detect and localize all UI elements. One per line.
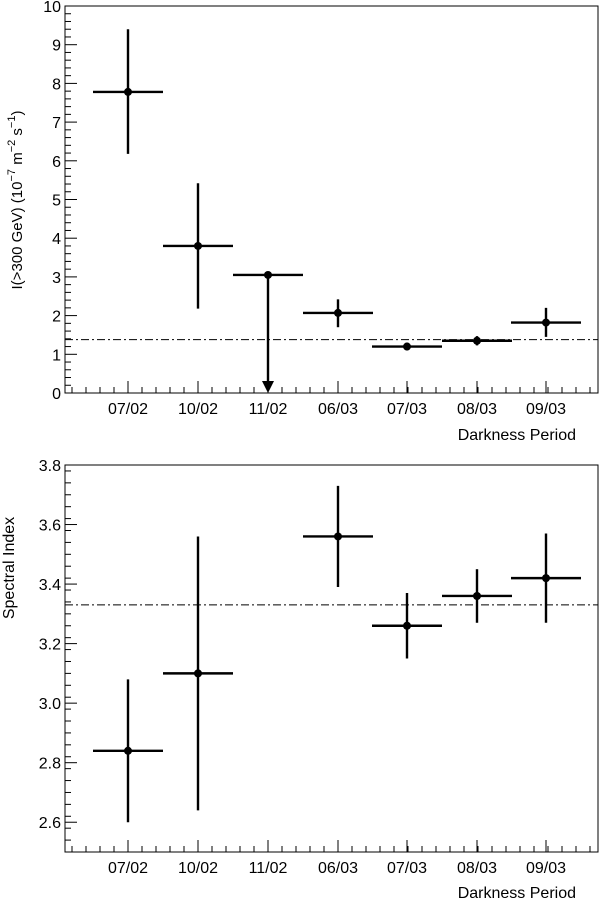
intensity-data-marks	[65, 29, 598, 393]
intensity-x-tick-label: 07/03	[387, 401, 427, 418]
intensity-y-tick-label: 5	[52, 193, 61, 210]
spectral-index-plot-frame	[64, 464, 599, 853]
intensity-y-tick-label: 1	[52, 347, 61, 364]
intensity-data-point	[334, 308, 342, 317]
intensity-data-point	[403, 342, 411, 351]
intensity-y-tick-label: 7	[52, 115, 61, 132]
intensity-x-tick-label: 11/02	[249, 401, 288, 418]
intensity-x-tick-label: 10/02	[178, 401, 218, 418]
intensity-y-axis-label-close: )	[9, 111, 26, 116]
spectral-index-y-axis-label: Spectral Index	[1, 517, 18, 619]
spectral-index-x-tick-label: 10/02	[178, 860, 218, 877]
spectral-index-y-tick-label: 3.8	[39, 458, 61, 475]
intensity-panel: 0 1 2 3 4 5 6 7 8 9 10 07/02 10/02 11/02 06/03 07/03 08…	[6, 0, 599, 444]
spectral-index-x-tick-label: 07/03	[387, 860, 427, 877]
spectral-index-data-point	[403, 621, 411, 630]
intensity-data-point	[542, 318, 550, 327]
intensity-y-tick-label: 0	[52, 386, 61, 403]
spectral-index-y-ticks: 2.6 2.8 3.0 3.2 3.4 3.6 3.8	[39, 458, 77, 853]
intensity-y-tick-label: 6	[52, 154, 61, 171]
spectral-index-x-ticks: 07/02 10/02 11/02 06/03 07/03 08/03 09/03	[71, 840, 591, 877]
spectral-index-x-tick-label: 07/02	[108, 860, 148, 877]
intensity-plot-frame	[64, 5, 599, 394]
spectral-index-y-tick-label: 3.0	[39, 696, 61, 713]
spectral-index-data-point	[542, 574, 550, 583]
intensity-x-tick-label: 06/03	[318, 401, 358, 418]
spectral-index-y-tick-label: 2.6	[39, 815, 61, 832]
intensity-y-axis-label-exp1: −7	[6, 169, 18, 182]
intensity-x-tick-label: 07/02	[108, 401, 148, 418]
spectral-index-y-tick-label: 3.2	[39, 637, 61, 654]
intensity-data-point	[264, 270, 272, 279]
spectral-index-x-tick-label: 08/03	[457, 860, 497, 877]
intensity-y-tick-label: 3	[52, 270, 61, 287]
spectral-index-data-point	[334, 532, 342, 541]
intensity-data-point	[124, 87, 132, 96]
intensity-data-point	[194, 241, 202, 250]
spectral-index-data-point	[124, 746, 132, 755]
intensity-y-tick-label: 4	[52, 231, 61, 248]
intensity-data-point	[473, 336, 481, 345]
spectral-index-y-tick-label: 2.8	[39, 756, 61, 773]
intensity-y-tick-label: 2	[52, 309, 61, 326]
spectral-index-y-tick-label: 3.6	[39, 518, 61, 535]
intensity-y-axis-label-unit1: m	[9, 152, 26, 169]
intensity-y-axis-label-main: I(>300 GeV) (10	[9, 182, 26, 290]
spectral-index-data-point	[473, 591, 481, 600]
spectral-index-x-axis-label: Darkness Period	[458, 885, 576, 900]
intensity-x-axis-label: Darkness Period	[458, 427, 576, 444]
spectral-index-data-point	[194, 669, 202, 678]
intensity-y-axis-label-exp2: −2	[6, 140, 18, 153]
spectral-index-data-marks	[65, 485, 598, 823]
spectral-index-y-tick-label: 3.4	[39, 577, 61, 594]
spectral-index-panel: 2.6 2.8 3.0 3.2 3.4 3.6 3.8 07/02 10/02 11/02 06/…	[1, 458, 599, 900]
intensity-x-tick-label: 08/03	[457, 401, 497, 418]
intensity-y-axis-label: I(>300 GeV) (10−7 m−2 s−1)	[6, 111, 26, 290]
spectral-index-x-tick-label: 09/03	[526, 860, 566, 877]
spectral-index-x-tick-label: 06/03	[318, 860, 358, 877]
intensity-y-tick-label: 9	[52, 38, 61, 55]
intensity-x-tick-label: 09/03	[526, 401, 566, 418]
intensity-upper-limit-arrow	[262, 381, 274, 393]
spectral-index-x-tick-label: 11/02	[249, 860, 288, 877]
intensity-y-tick-label: 10	[43, 0, 61, 16]
intensity-y-ticks: 0 1 2 3 4 5 6 7 8 9 10	[43, 0, 77, 403]
intensity-x-ticks: 07/02 10/02 11/02 06/03 07/03 08/03 09/03	[71, 381, 591, 418]
intensity-y-axis-label-unit2: s	[9, 128, 26, 140]
intensity-y-axis-label-exp3: −1	[6, 116, 18, 129]
intensity-y-tick-label: 8	[52, 76, 61, 93]
